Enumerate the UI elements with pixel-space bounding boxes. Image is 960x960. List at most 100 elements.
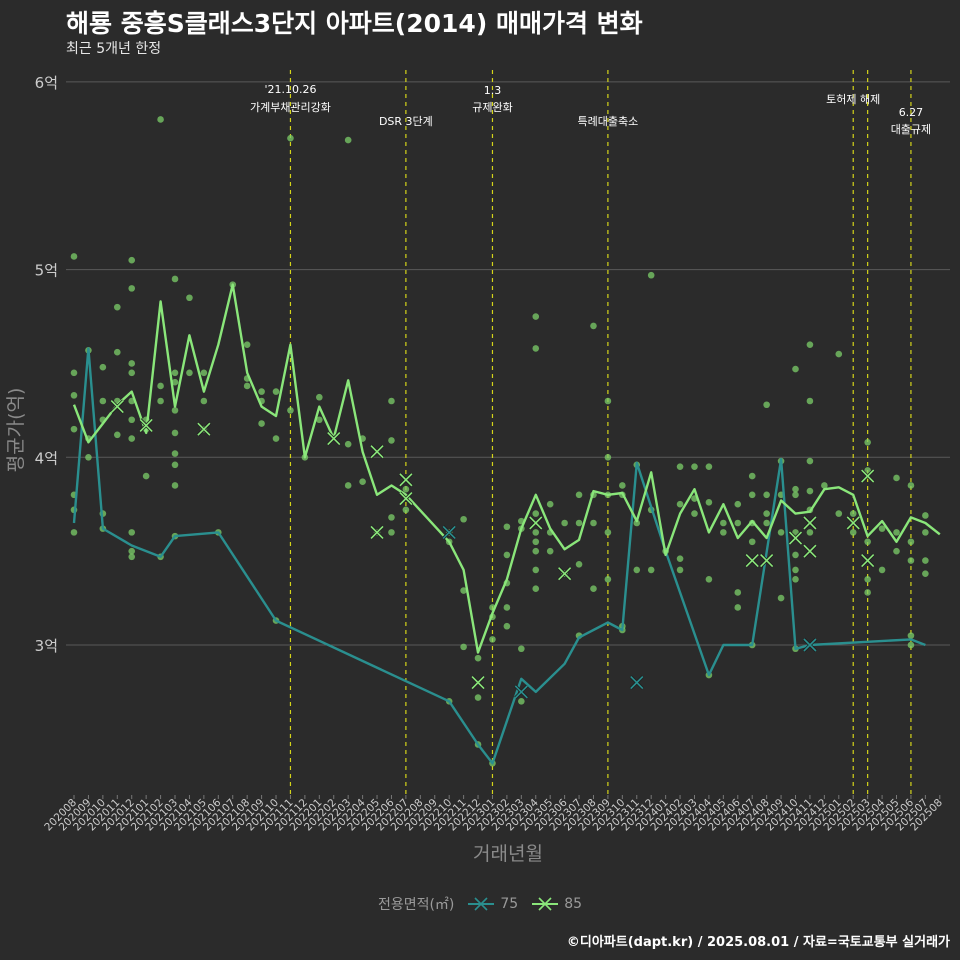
transaction-point xyxy=(518,698,525,705)
grid-lines xyxy=(66,81,950,646)
transaction-point xyxy=(647,271,655,279)
transaction-point xyxy=(821,482,828,489)
transaction-point xyxy=(907,632,915,639)
transaction-point xyxy=(720,529,727,536)
x-marker-85 xyxy=(529,516,543,530)
transaction-point xyxy=(546,547,554,555)
transaction-point xyxy=(128,369,136,377)
transaction-point xyxy=(532,547,540,555)
y-tick-label: 4억 xyxy=(35,449,58,467)
transaction-point xyxy=(70,369,78,377)
transaction-point xyxy=(792,491,799,499)
transaction-point xyxy=(272,388,280,395)
transaction-point xyxy=(287,407,294,414)
series-line-75 xyxy=(72,347,926,765)
transaction-point xyxy=(532,313,540,320)
transaction-point xyxy=(864,576,871,583)
event-label: 특례대출축소 xyxy=(578,115,639,128)
transaction-point xyxy=(157,116,164,123)
transaction-point xyxy=(503,604,511,611)
transaction-point xyxy=(171,275,179,283)
transaction-point xyxy=(258,420,265,427)
transaction-point xyxy=(907,641,915,649)
transaction-point xyxy=(171,429,179,437)
transaction-point xyxy=(460,643,467,651)
legend-title: 전용면적(㎡) xyxy=(377,897,455,913)
transaction-point xyxy=(489,636,496,643)
x-marker-85 xyxy=(399,492,413,506)
transaction-point xyxy=(734,519,742,527)
transaction-point xyxy=(806,529,814,536)
transaction-point xyxy=(748,491,756,499)
transaction-point xyxy=(402,485,410,493)
x-marker-85 xyxy=(471,675,485,690)
transaction-point xyxy=(864,467,871,474)
transaction-point xyxy=(763,510,770,517)
transaction-point xyxy=(878,525,886,532)
event-label: 대출규제 xyxy=(891,123,931,136)
transaction-point xyxy=(316,416,323,424)
transaction-point xyxy=(893,529,900,536)
y-tick-label: 5억 xyxy=(35,262,58,280)
transaction-point xyxy=(200,397,208,405)
transaction-point xyxy=(604,529,612,536)
transaction-point xyxy=(676,555,684,562)
transaction-point xyxy=(893,547,900,555)
x-marker-85 xyxy=(803,544,817,558)
legend-label-85: 85 xyxy=(564,896,583,912)
transaction-point xyxy=(128,256,136,264)
transaction-point xyxy=(922,570,929,577)
transaction-point xyxy=(70,392,78,399)
x-marker-85 xyxy=(110,400,124,414)
transaction-point xyxy=(604,397,612,405)
transaction-point xyxy=(734,604,742,611)
transaction-point xyxy=(128,416,136,424)
x-marker-85 xyxy=(399,473,413,487)
transaction-point xyxy=(907,538,915,546)
transaction-point xyxy=(388,514,395,521)
event-label: 규제완화 xyxy=(472,101,512,114)
x-marker-75 xyxy=(630,675,644,690)
transaction-point xyxy=(806,487,814,495)
x-marker-85 xyxy=(803,516,817,530)
transaction-point xyxy=(835,350,843,358)
transaction-point xyxy=(777,529,785,536)
transaction-point xyxy=(619,482,626,489)
transaction-point xyxy=(532,345,540,352)
legend-key-75-icon xyxy=(468,897,495,911)
transaction-point xyxy=(171,482,179,489)
x-marker-85 xyxy=(846,516,860,530)
transaction-point xyxy=(99,363,107,371)
transaction-point xyxy=(604,576,612,583)
transaction-point xyxy=(720,519,727,527)
x-marker-85 xyxy=(370,445,384,459)
transaction-point xyxy=(359,478,366,486)
transaction-point xyxy=(128,360,136,367)
transaction-point xyxy=(907,557,915,564)
transaction-point xyxy=(792,551,799,559)
y-tick-label: 3억 xyxy=(35,637,58,655)
event-label: 토허제 해제 xyxy=(826,92,880,106)
transaction-point xyxy=(344,440,352,448)
transaction-point xyxy=(604,454,612,461)
x-marker-85 xyxy=(139,418,153,432)
legend: 전용면적(㎡) 75 85 xyxy=(0,894,960,914)
transaction-points xyxy=(70,116,929,767)
transaction-point xyxy=(388,437,395,444)
transaction-point xyxy=(243,382,251,390)
transaction-point xyxy=(460,515,467,523)
series-lines xyxy=(72,283,941,765)
transaction-point xyxy=(575,560,583,568)
x-marker-85 xyxy=(861,469,875,483)
transaction-point xyxy=(734,500,742,508)
transaction-point xyxy=(864,438,871,446)
transaction-point xyxy=(186,294,193,302)
transaction-point xyxy=(748,472,756,480)
transaction-point xyxy=(243,341,251,348)
transaction-point xyxy=(388,529,395,536)
event-label: '21.10.26 xyxy=(264,83,316,96)
transaction-point xyxy=(503,523,511,531)
transaction-point xyxy=(200,369,208,377)
